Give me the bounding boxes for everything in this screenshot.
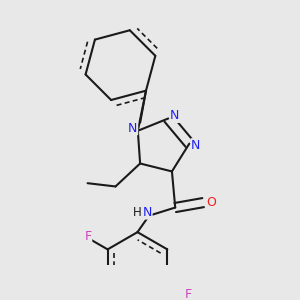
Text: N: N [142,206,152,219]
Text: H: H [133,206,142,219]
Text: F: F [185,288,192,300]
Text: N: N [191,139,201,152]
Text: F: F [85,230,92,243]
Text: N: N [128,122,138,135]
Text: N: N [170,110,179,122]
Text: O: O [206,196,216,209]
